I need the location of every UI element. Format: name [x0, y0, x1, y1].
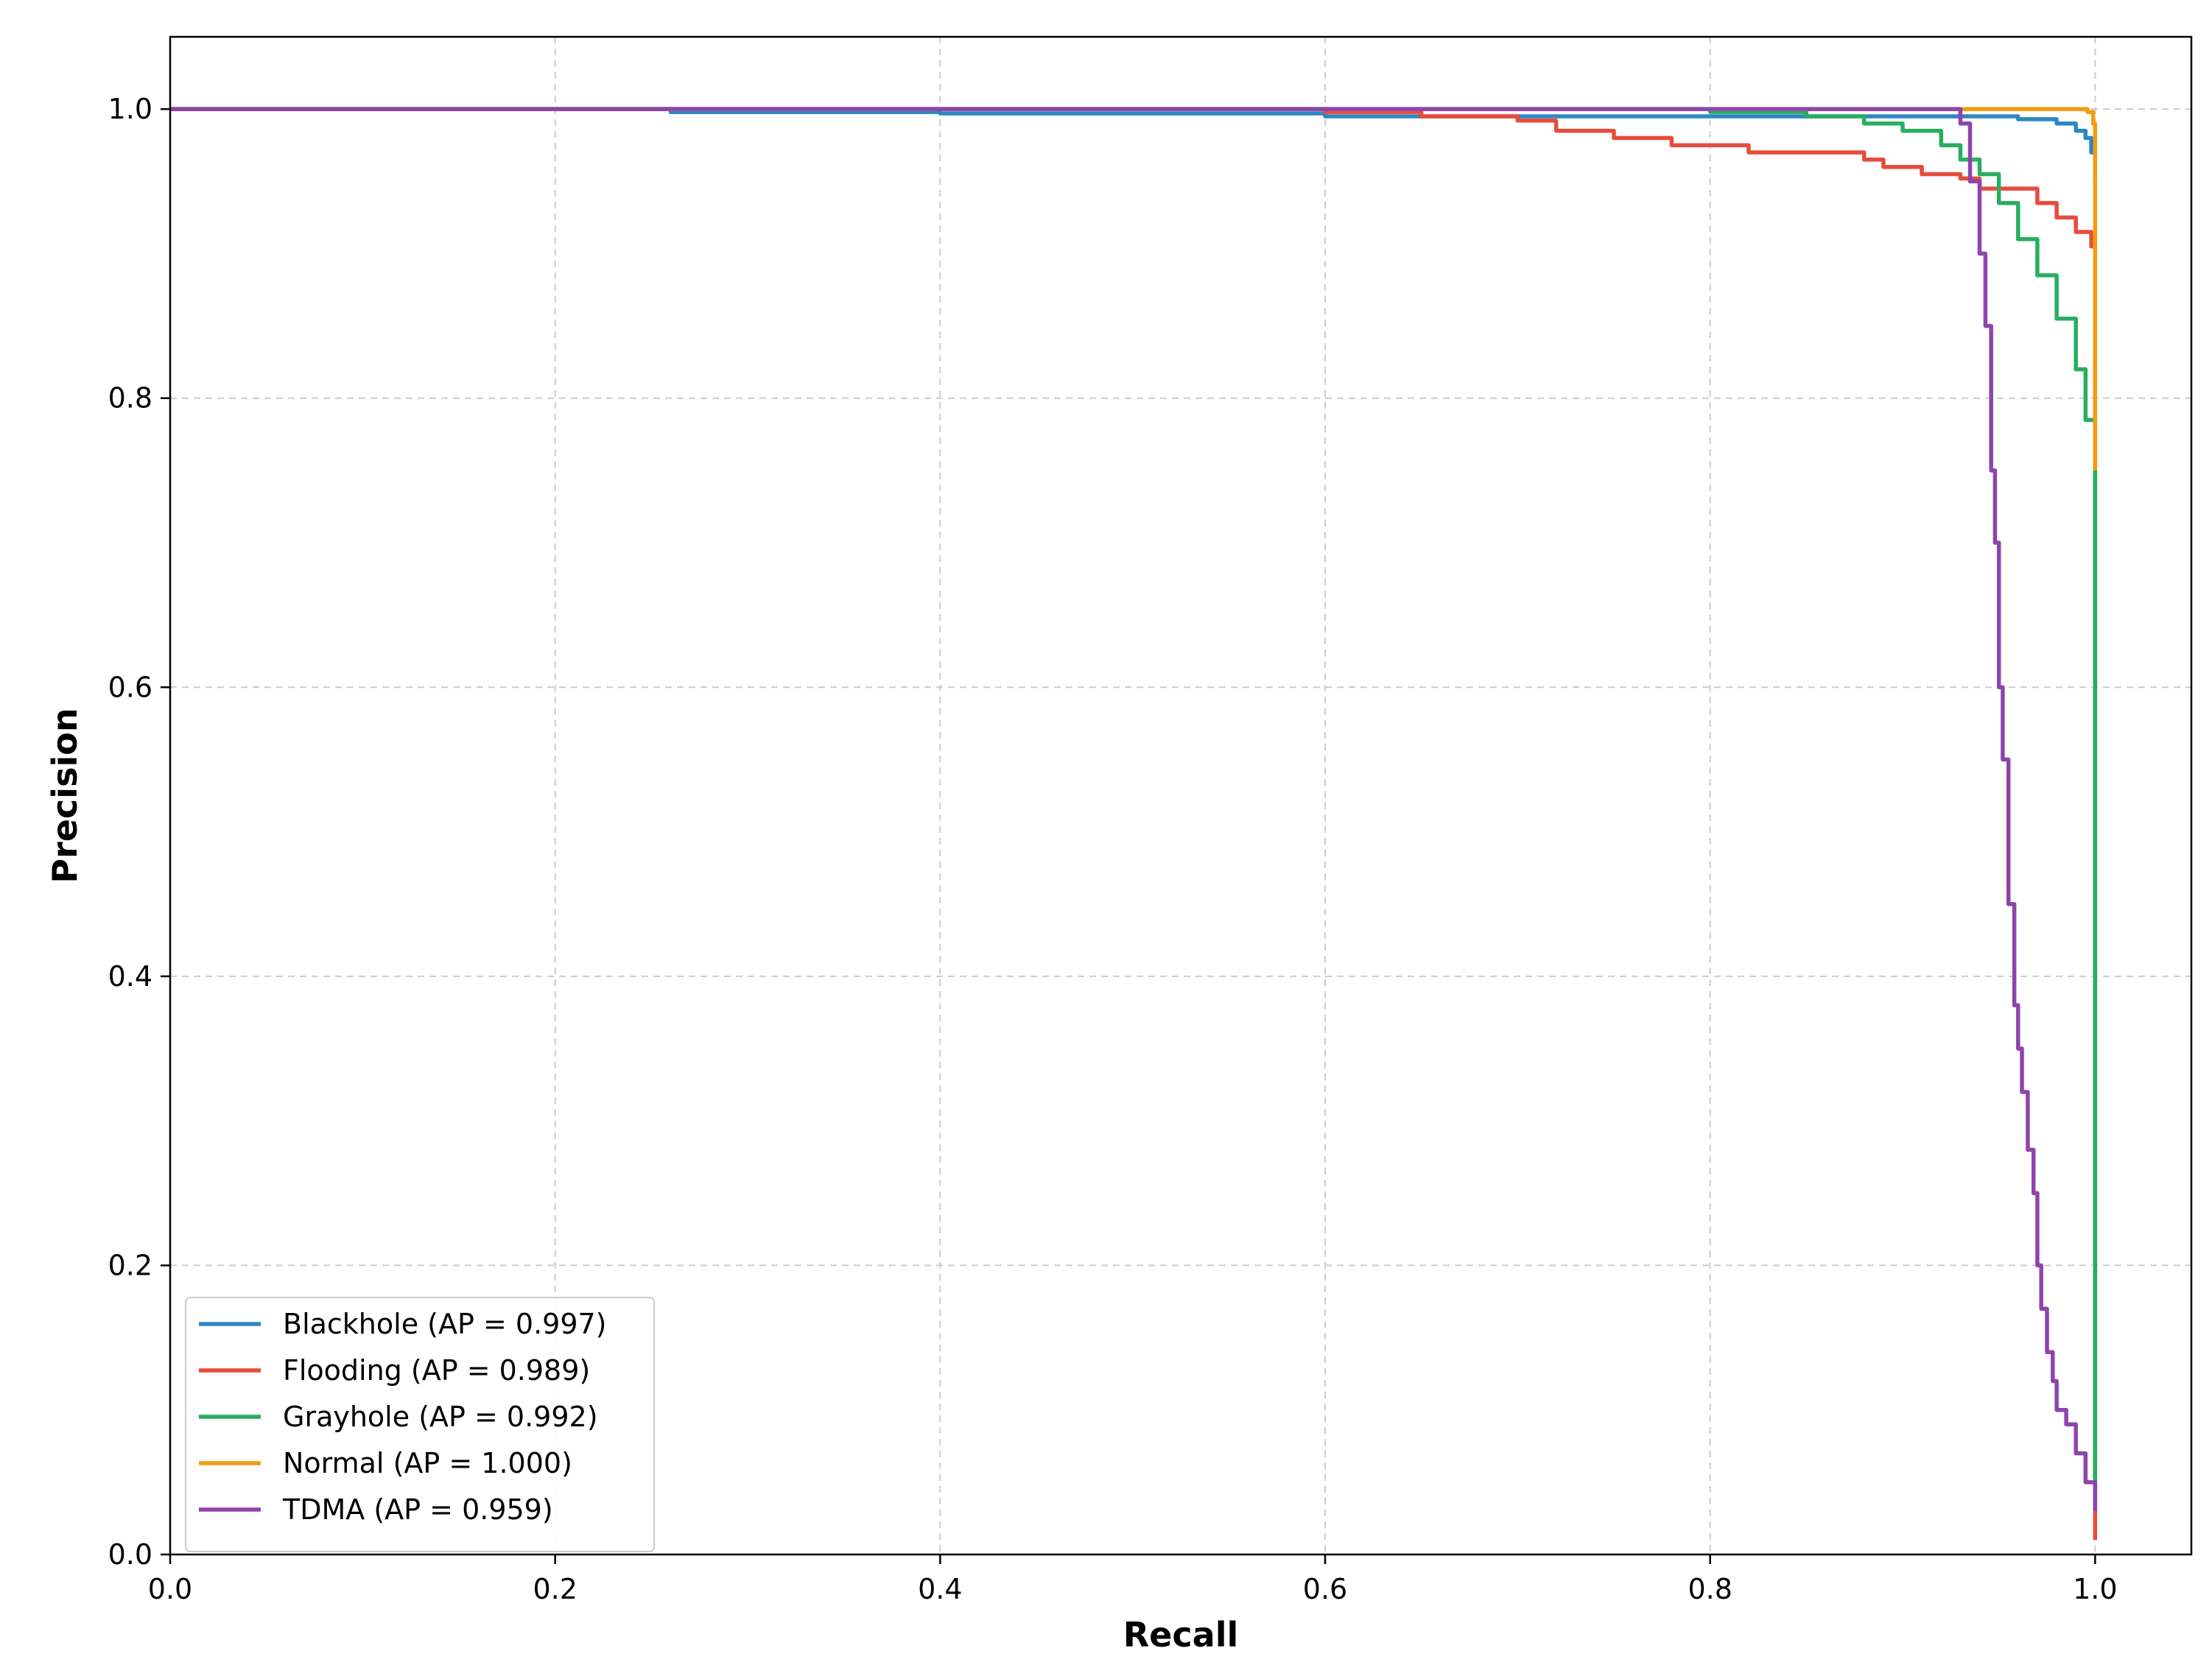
- legend-label-tdma: TDMA (AP = 0.959): [282, 1493, 553, 1526]
- legend-label-normal: Normal (AP = 1.000): [283, 1447, 572, 1479]
- y-axis-label: Precision: [45, 708, 85, 883]
- y-tick-label: 0.0: [108, 1538, 152, 1571]
- x-axis-label: Recall: [1123, 1615, 1238, 1655]
- series-layer: [170, 107, 2098, 1540]
- legend-label-blackhole: Blackhole (AP = 0.997): [283, 1308, 607, 1340]
- ticks-layer: 0.0 0.2 0.4 0.6 0.8 1.0 0.0 0.2 0.4 0.6 0.8 1.0: [108, 93, 2118, 1605]
- x-tick-label: 0.2: [533, 1573, 577, 1605]
- x-tick-label: 0.0: [148, 1573, 192, 1605]
- y-tick-label: 0.8: [108, 382, 152, 415]
- series-line-flooding: [170, 107, 2098, 1540]
- x-tick-label: 0.6: [1303, 1573, 1347, 1605]
- legend: Blackhole (AP = 0.997) Flooding (AP = 0.9…: [185, 1297, 655, 1552]
- series-line-normal: [170, 107, 2098, 471]
- y-tick-label: 0.4: [108, 960, 152, 993]
- y-tick-label: 0.2: [108, 1249, 152, 1281]
- x-tick-label: 1.0: [2073, 1573, 2117, 1605]
- legend-box: [185, 1297, 655, 1552]
- y-tick-label: 1.0: [108, 93, 152, 125]
- x-tick-label: 0.4: [918, 1573, 962, 1605]
- series-line-grayhole: [170, 107, 2098, 1512]
- legend-label-flooding: Flooding (AP = 0.989): [283, 1354, 590, 1387]
- series-line-tdma: [170, 107, 2098, 1512]
- series-line-blackhole: [170, 107, 2098, 182]
- plot-frame: [169, 35, 2193, 1556]
- x-tick-label: 0.8: [1688, 1573, 1732, 1605]
- legend-label-grayhole: Grayhole (AP = 0.992): [283, 1401, 598, 1433]
- y-tick-label: 0.6: [108, 671, 152, 703]
